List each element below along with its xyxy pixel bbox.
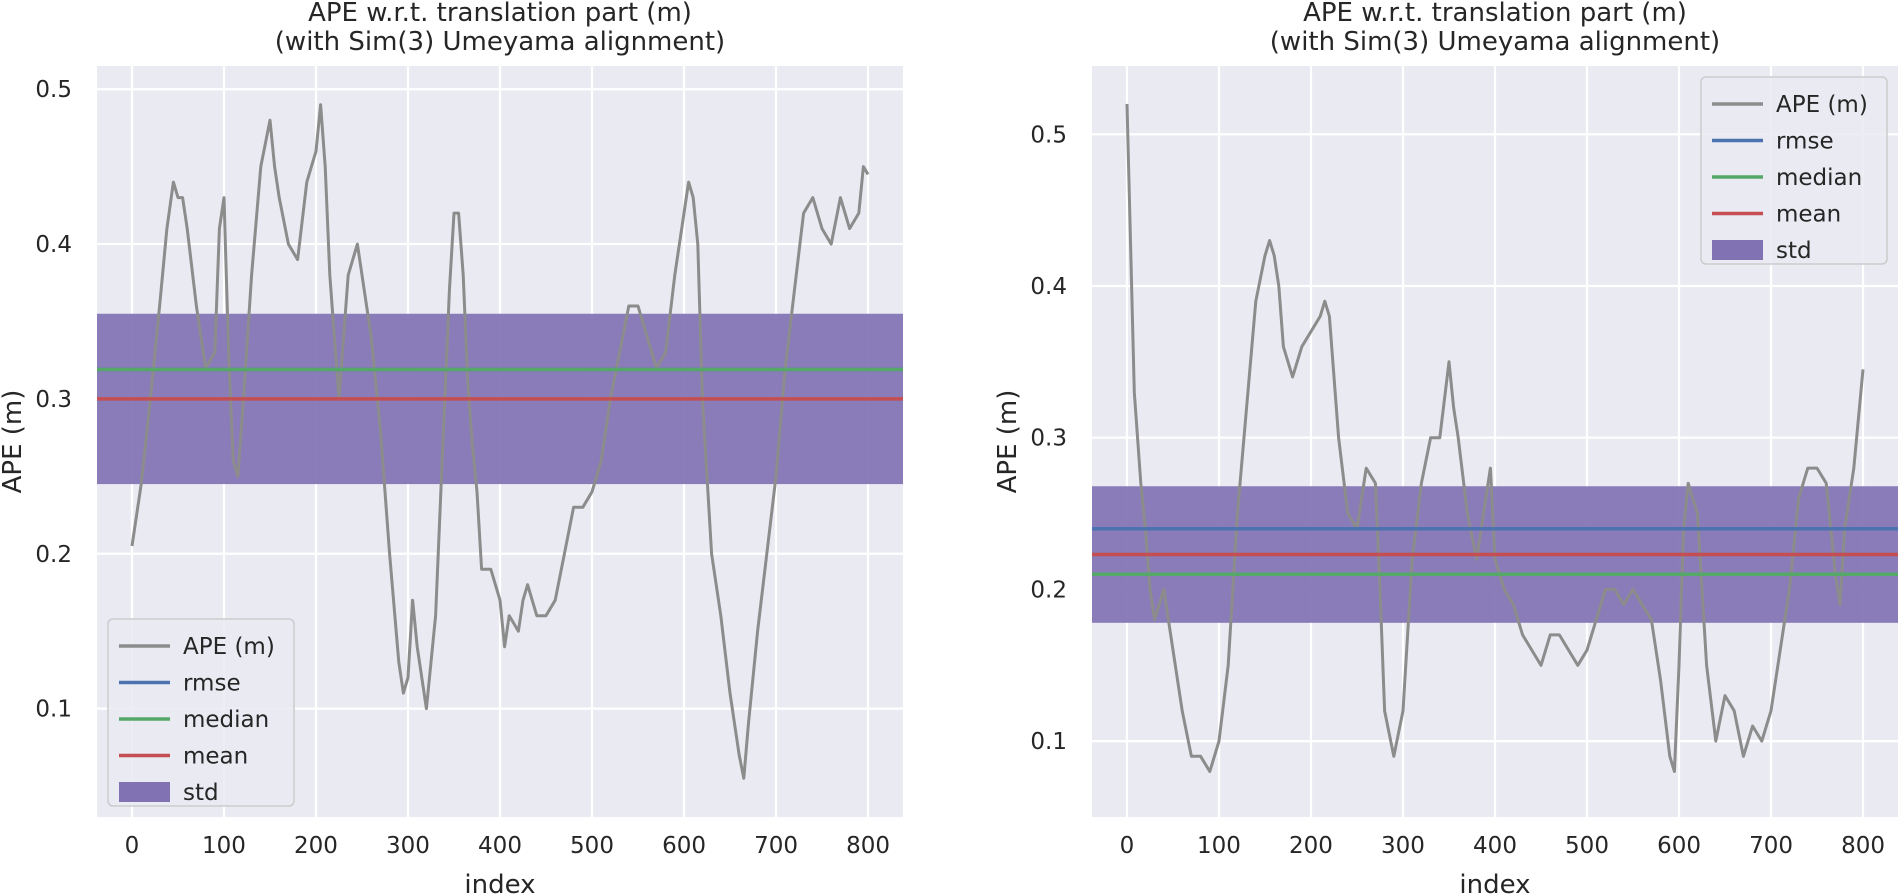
y-tick-label: 0.5 <box>1030 122 1067 148</box>
x-tick-label: 0 <box>125 833 140 859</box>
y-axis-label: APE (m) <box>0 390 28 494</box>
legend-label: std <box>183 780 219 806</box>
x-tick-label: 200 <box>294 833 338 859</box>
y-axis-label: APE (m) <box>993 390 1023 494</box>
chart-title: APE w.r.t. translation part (m) <box>1303 0 1687 28</box>
legend-swatch-std <box>1712 240 1763 260</box>
chart-panel-1: 0 100 200 300 400 500 600 700 800 0.1 0.2 0.3 0.4 0.5… <box>0 0 903 894</box>
legend-label: std <box>1776 238 1812 264</box>
x-tick-label: 700 <box>1749 833 1793 859</box>
y-tick-label: 0.1 <box>1030 729 1067 755</box>
y-tick-label: 0.4 <box>35 232 72 258</box>
y-tick-label: 0.5 <box>35 77 72 103</box>
x-axis-label: index <box>464 870 535 894</box>
y-tick-label: 0.1 <box>35 697 72 723</box>
legend-label: median <box>1776 165 1862 191</box>
y-tick-label: 0.4 <box>1030 274 1067 300</box>
legend-label: mean <box>183 744 248 770</box>
legend-label: APE (m) <box>1776 92 1868 118</box>
x-tick-label: 400 <box>1473 833 1517 859</box>
x-tick-label: 100 <box>202 833 246 859</box>
legend-box <box>107 618 295 807</box>
y-tick-label: 0.3 <box>1030 426 1067 452</box>
legend-box <box>1700 76 1888 265</box>
chart-title: APE w.r.t. translation part (m) <box>308 0 692 28</box>
y-tick-label: 0.3 <box>35 387 72 413</box>
x-tick-label: 800 <box>846 833 890 859</box>
x-tick-label: 100 <box>1197 833 1241 859</box>
x-tick-label: 800 <box>1841 833 1885 859</box>
x-tick-label: 600 <box>662 833 706 859</box>
x-tick-label: 500 <box>570 833 614 859</box>
chart-title: (with Sim(3) Umeyama alignment) <box>275 27 725 57</box>
x-tick-label: 0 <box>1120 833 1135 859</box>
legend: APE (m) rmse median mean std <box>1700 76 1888 265</box>
x-tick-label: 300 <box>386 833 430 859</box>
chart-title: (with Sim(3) Umeyama alignment) <box>1270 27 1720 57</box>
legend-swatch-std <box>119 782 170 802</box>
legend-label: median <box>183 707 269 733</box>
legend-label: mean <box>1776 202 1841 228</box>
x-tick-label: 400 <box>478 833 522 859</box>
chart-panel-2: 0 100 200 300 400 500 600 700 800 0.1 0.2 0.3 0.4 0.5… <box>993 0 1898 894</box>
x-tick-label: 300 <box>1381 833 1425 859</box>
x-tick-label: 700 <box>754 833 798 859</box>
legend: APE (m) rmse median mean std <box>107 618 295 807</box>
legend-label: APE (m) <box>183 634 275 660</box>
x-tick-label: 500 <box>1565 833 1609 859</box>
ape-series-line <box>130 103 870 780</box>
legend-label: rmse <box>1776 129 1834 155</box>
x-tick-label: 200 <box>1289 833 1333 859</box>
ape-series-line <box>1125 103 1865 773</box>
y-tick-label: 0.2 <box>1030 577 1067 603</box>
y-tick-label: 0.2 <box>35 542 72 568</box>
x-tick-label: 600 <box>1657 833 1701 859</box>
legend-label: rmse <box>183 671 241 697</box>
x-axis-label: index <box>1459 870 1530 894</box>
